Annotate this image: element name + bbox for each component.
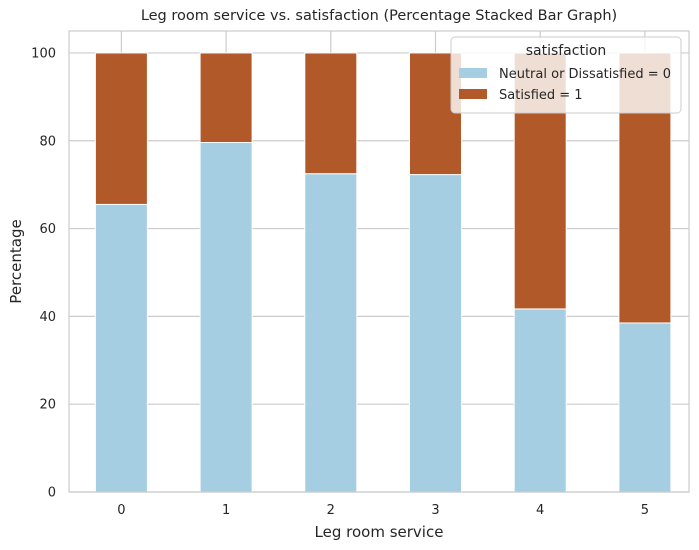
chart-title: Leg room service vs. satisfaction (Perce… xyxy=(141,8,617,24)
x-tick-label: 2 xyxy=(327,503,335,518)
legend-label-neutral: Neutral or Dissatisfied = 0 xyxy=(499,67,671,82)
y-axis-title: Percentage xyxy=(7,219,25,303)
bar-neutral-or-dissatisfied xyxy=(94,203,148,493)
y-tick-label: 100 xyxy=(31,46,56,61)
legend-swatch-neutral xyxy=(459,68,487,78)
bar-neutral-or-dissatisfied xyxy=(618,322,672,493)
x-tick-label: 1 xyxy=(222,503,230,518)
y-tick-labels: 0 20 40 60 80 100 xyxy=(31,46,56,500)
y-tick-label: 0 xyxy=(48,486,56,501)
x-tick-label: 3 xyxy=(431,503,439,518)
y-tick-label: 80 xyxy=(39,134,56,149)
bar-neutral-or-dissatisfied xyxy=(304,173,358,493)
bar-satisfied xyxy=(94,52,148,205)
x-tick-label: 5 xyxy=(641,503,649,518)
bar-neutral-or-dissatisfied xyxy=(199,142,253,493)
legend-label-satisfied: Satisfied = 1 xyxy=(499,88,583,103)
x-axis-title: Leg room service xyxy=(315,523,444,541)
bar-satisfied xyxy=(199,52,253,144)
legend: satisfaction Neutral or Dissatisfied = 0… xyxy=(450,36,682,114)
bars xyxy=(94,52,672,493)
y-tick-label: 60 xyxy=(39,222,56,237)
y-tick-label: 40 xyxy=(39,310,56,325)
legend-box xyxy=(450,36,682,114)
bar-neutral-or-dissatisfied xyxy=(409,174,462,493)
bar-neutral-or-dissatisfied xyxy=(513,308,567,493)
x-tick-labels: 0 1 2 3 4 5 xyxy=(117,503,649,518)
plot-frame xyxy=(68,30,690,493)
x-tick-label: 0 xyxy=(117,503,125,518)
x-tick-label: 4 xyxy=(536,503,544,518)
y-tick-label: 20 xyxy=(39,398,56,413)
legend-swatch-satisfied xyxy=(459,89,487,99)
legend-title: satisfaction xyxy=(526,43,607,59)
bar-satisfied xyxy=(304,52,358,175)
